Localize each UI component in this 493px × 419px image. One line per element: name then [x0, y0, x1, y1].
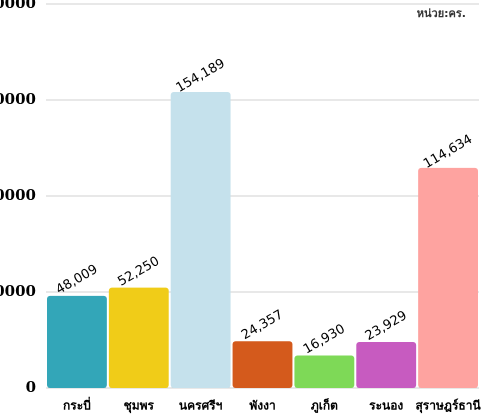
bar — [47, 295, 107, 388]
x-tick-label: ระนอง — [369, 399, 403, 413]
value-label: 154,189 — [174, 56, 228, 96]
bar — [418, 167, 478, 388]
unit-label: หน่วย:คร. — [417, 7, 466, 20]
value-label: 24,357 — [239, 307, 286, 343]
bar — [294, 355, 355, 388]
x-tick-label: นครศรีฯ — [179, 399, 223, 413]
x-tick-label: กระบี่ — [63, 397, 91, 413]
y-tick-label: 50000 — [0, 282, 36, 300]
y-tick-label: 100000 — [0, 186, 36, 204]
x-tick-label: ภูเก็ต — [311, 398, 338, 414]
bar — [108, 287, 169, 388]
x-tick-label: สุราษฎร์ธานี — [415, 399, 481, 414]
value-label: 16,930 — [301, 322, 348, 358]
x-tick-label: ชุมพร — [124, 399, 155, 414]
bar — [356, 342, 417, 388]
y-tick-label: 150000 — [0, 90, 36, 108]
y-tick-label: 0 — [26, 378, 36, 396]
value-label: 23,929 — [363, 308, 410, 344]
value-label: 114,634 — [421, 132, 475, 172]
bar — [232, 341, 293, 388]
x-tick-label: พังงา — [249, 399, 275, 413]
y-tick-label: 200000 — [0, 0, 36, 12]
value-label: 52,250 — [115, 254, 162, 290]
bar — [170, 91, 231, 388]
